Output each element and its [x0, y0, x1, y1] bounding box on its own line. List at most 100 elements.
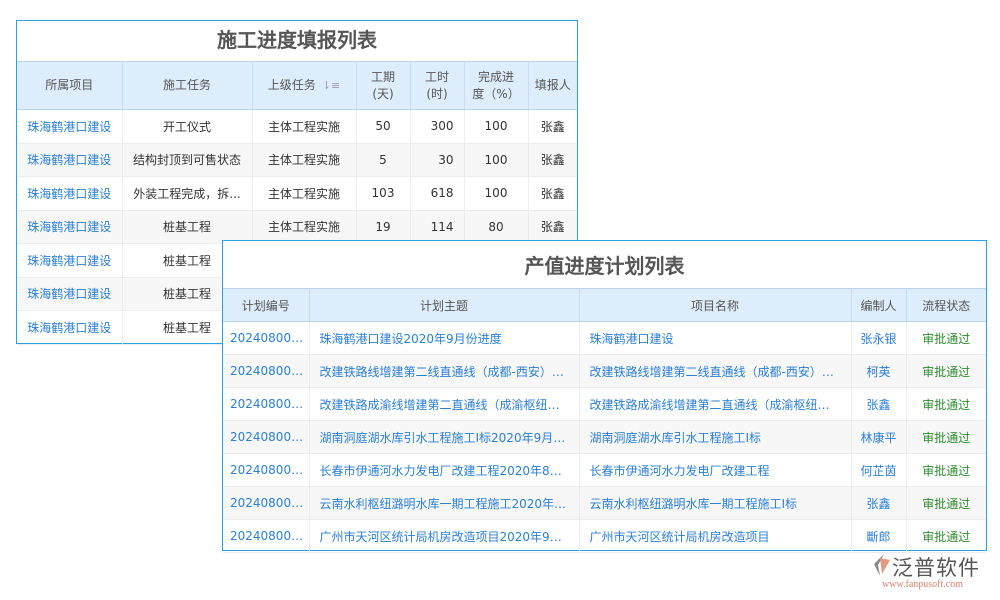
- table-cell: 100: [464, 176, 529, 211]
- plan-id-link[interactable]: 2024080008: [223, 453, 310, 487]
- plan-topic-link[interactable]: 广州市天河区统计局机房改造项目2020年9月...: [309, 519, 580, 553]
- plan-table: 计划编号 计划主题 项目名称 编制人 流程状态 2024080012 珠海鹤港口建设202…: [223, 288, 986, 553]
- plan-id-link[interactable]: 2024080011: [223, 354, 310, 388]
- sort-icon[interactable]: ⇂≡: [321, 79, 341, 92]
- author: 斷郎: [851, 519, 907, 553]
- table-cell: 张鑫: [528, 210, 577, 244]
- column-header[interactable]: 编制人: [851, 288, 907, 322]
- plan-topic-link[interactable]: 改建铁路成渝线增建第二直通线（成渝枢纽）...: [309, 387, 580, 421]
- table-cell: 103: [356, 176, 411, 211]
- author: 林康平: [851, 420, 907, 454]
- project-link[interactable]: 珠海鹤港口建设: [17, 109, 123, 144]
- column-header-label: 填报人: [534, 78, 571, 92]
- plan-id-link[interactable]: 2024080012: [223, 321, 310, 355]
- table-cell: 300: [410, 109, 465, 144]
- column-header[interactable]: 上级任务 ⇂≡: [252, 61, 357, 110]
- column-header-label: 工期 (天): [370, 69, 395, 101]
- author: 柯英: [851, 354, 907, 388]
- author: 何芷茵: [851, 453, 907, 487]
- column-header[interactable]: 完成进 度（%）: [464, 61, 529, 110]
- table-row[interactable]: 2024080009 湖南洞庭湖水库引水工程施工I标2020年9月份... 湖南洞庭…: [223, 420, 986, 454]
- project-name-link[interactable]: 改建铁路成渝线增建第二直通线（成渝枢纽）...: [579, 387, 852, 421]
- column-header[interactable]: 施工任务: [122, 61, 253, 110]
- output-plan-panel: 产值进度计划列表 计划编号 计划主题 项目名称 编制人 流程状态 2024080012 珠…: [222, 240, 987, 553]
- column-header-label: 施工任务: [162, 78, 211, 92]
- table-cell: 张鑫: [528, 176, 577, 211]
- plan-topic-link[interactable]: 湖南洞庭湖水库引水工程施工I标2020年9月份...: [309, 420, 580, 454]
- table-cell: 张鑫: [528, 143, 577, 177]
- table-cell: 外装工程完成，拆...: [122, 176, 253, 211]
- author: 张鑫: [851, 387, 907, 421]
- fanpu-logo: 泛普软件 www.fanpusoft.com: [868, 552, 993, 596]
- project-link[interactable]: 珠海鹤港口建设: [17, 210, 123, 244]
- panel-title: 产值进度计划列表: [524, 254, 685, 278]
- table-row[interactable]: 2024080006 广州市天河区统计局机房改造项目2020年9月... 广州市天河…: [223, 519, 986, 553]
- table-cell: 主体工程实施: [252, 176, 357, 211]
- status-badge: 审批通过: [906, 354, 986, 388]
- table-row[interactable]: 2024080011 改建铁路线增建第二线直通线（成都-西安）电... 改建铁路线增…: [223, 354, 986, 388]
- table-cell: 618: [410, 176, 465, 211]
- author: 张永银: [851, 321, 907, 355]
- column-header[interactable]: 项目名称: [579, 288, 852, 322]
- column-header[interactable]: 计划主题: [309, 288, 580, 322]
- table-row[interactable]: 2024080008 长春市伊通河水力发电厂改建工程2020年8月... 长春市伊通…: [223, 453, 986, 487]
- table-cell: 80: [464, 210, 529, 244]
- plan-id-link[interactable]: 2024080009: [223, 420, 310, 454]
- project-link[interactable]: 珠海鹤港口建设: [17, 176, 123, 211]
- table-cell: 主体工程实施: [252, 210, 357, 244]
- project-link[interactable]: 珠海鹤港口建设: [17, 277, 123, 311]
- column-header-label: 所属项目: [45, 78, 94, 92]
- project-name-link[interactable]: 长春市伊通河水力发电厂改建工程: [579, 453, 852, 487]
- table-cell: 5: [356, 143, 411, 177]
- column-header[interactable]: 工时 (时): [410, 61, 465, 110]
- logo-mark-icon: [874, 554, 890, 576]
- table-cell: 114: [410, 210, 465, 244]
- status-badge: 审批通过: [906, 453, 986, 487]
- project-name-link[interactable]: 珠海鹤港口建设: [579, 321, 852, 355]
- table-row[interactable]: 珠海鹤港口建设 桩基工程 主体工程实施 19 114 80 张鑫: [17, 210, 577, 244]
- status-badge: 审批通过: [906, 387, 986, 421]
- plan-topic-link[interactable]: 改建铁路线增建第二线直通线（成都-西安）电...: [309, 354, 580, 388]
- project-name-link[interactable]: 湖南洞庭湖水库引水工程施工I标: [579, 420, 852, 454]
- column-header-label: 完成进 度（%）: [472, 69, 520, 101]
- status-badge: 审批通过: [906, 519, 986, 553]
- table-cell: 桩基工程: [122, 210, 253, 244]
- table-cell: 开工仪式: [122, 109, 253, 144]
- table-cell: 30: [410, 143, 465, 177]
- column-header[interactable]: 计划编号: [223, 288, 310, 322]
- plan-topic-link[interactable]: 长春市伊通河水力发电厂改建工程2020年8月...: [309, 453, 580, 487]
- plan-id-link[interactable]: 2024080010: [223, 387, 310, 421]
- plan-topic-link[interactable]: 云南水利枢纽潞明水库一期工程施工2020年8...: [309, 486, 580, 520]
- table-row[interactable]: 2024080007 云南水利枢纽潞明水库一期工程施工2020年8... 云南水利枢…: [223, 486, 986, 520]
- project-link[interactable]: 珠海鹤港口建设: [17, 143, 123, 177]
- table-row[interactable]: 珠海鹤港口建设 结构封顶到可售状态 主体工程实施 5 30 100 张鑫: [17, 143, 577, 177]
- project-name-link[interactable]: 广州市天河区统计局机房改造项目: [579, 519, 852, 553]
- plan-topic-link[interactable]: 珠海鹤港口建设2020年9月份进度: [309, 321, 580, 355]
- column-header[interactable]: 流程状态: [906, 288, 986, 322]
- column-header-label: 工时 (时): [424, 69, 449, 101]
- status-badge: 审批通过: [906, 486, 986, 520]
- status-badge: 审批通过: [906, 420, 986, 454]
- table-row[interactable]: 珠海鹤港口建设 外装工程完成，拆... 主体工程实施 103 618 100 张鑫: [17, 176, 577, 211]
- column-header[interactable]: 所属项目: [17, 61, 123, 110]
- table-row[interactable]: 珠海鹤港口建设 开工仪式 主体工程实施 50 300 100 张鑫: [17, 109, 577, 144]
- table-cell: 19: [356, 210, 411, 244]
- project-name-link[interactable]: 改建铁路线增建第二线直通线（成都-西安）电...: [579, 354, 852, 388]
- panel-title: 施工进度填报列表: [217, 28, 377, 52]
- table-cell: 结构封顶到可售状态: [122, 143, 253, 177]
- table-cell: 100: [464, 109, 529, 144]
- column-header[interactable]: 工期 (天): [356, 61, 411, 110]
- logo-name: 泛普软件: [892, 556, 980, 580]
- plan-id-link[interactable]: 2024080007: [223, 486, 310, 520]
- table-cell: 张鑫: [528, 109, 577, 144]
- column-header[interactable]: 填报人: [528, 61, 577, 110]
- project-link[interactable]: 珠海鹤港口建设: [17, 310, 123, 345]
- column-header-label: 上级任务: [267, 78, 316, 92]
- table-cell: 100: [464, 143, 529, 177]
- plan-id-link[interactable]: 2024080006: [223, 519, 310, 553]
- project-name-link[interactable]: 云南水利枢纽潞明水库一期工程施工I标: [579, 486, 852, 520]
- table-row[interactable]: 2024080012 珠海鹤港口建设2020年9月份进度 珠海鹤港口建设 张永银 审批通…: [223, 321, 986, 355]
- project-link[interactable]: 珠海鹤港口建设: [17, 243, 123, 278]
- table-row[interactable]: 2024080010 改建铁路成渝线增建第二直通线（成渝枢纽）... 改建铁路成渝线…: [223, 387, 986, 421]
- table-cell: 主体工程实施: [252, 143, 357, 177]
